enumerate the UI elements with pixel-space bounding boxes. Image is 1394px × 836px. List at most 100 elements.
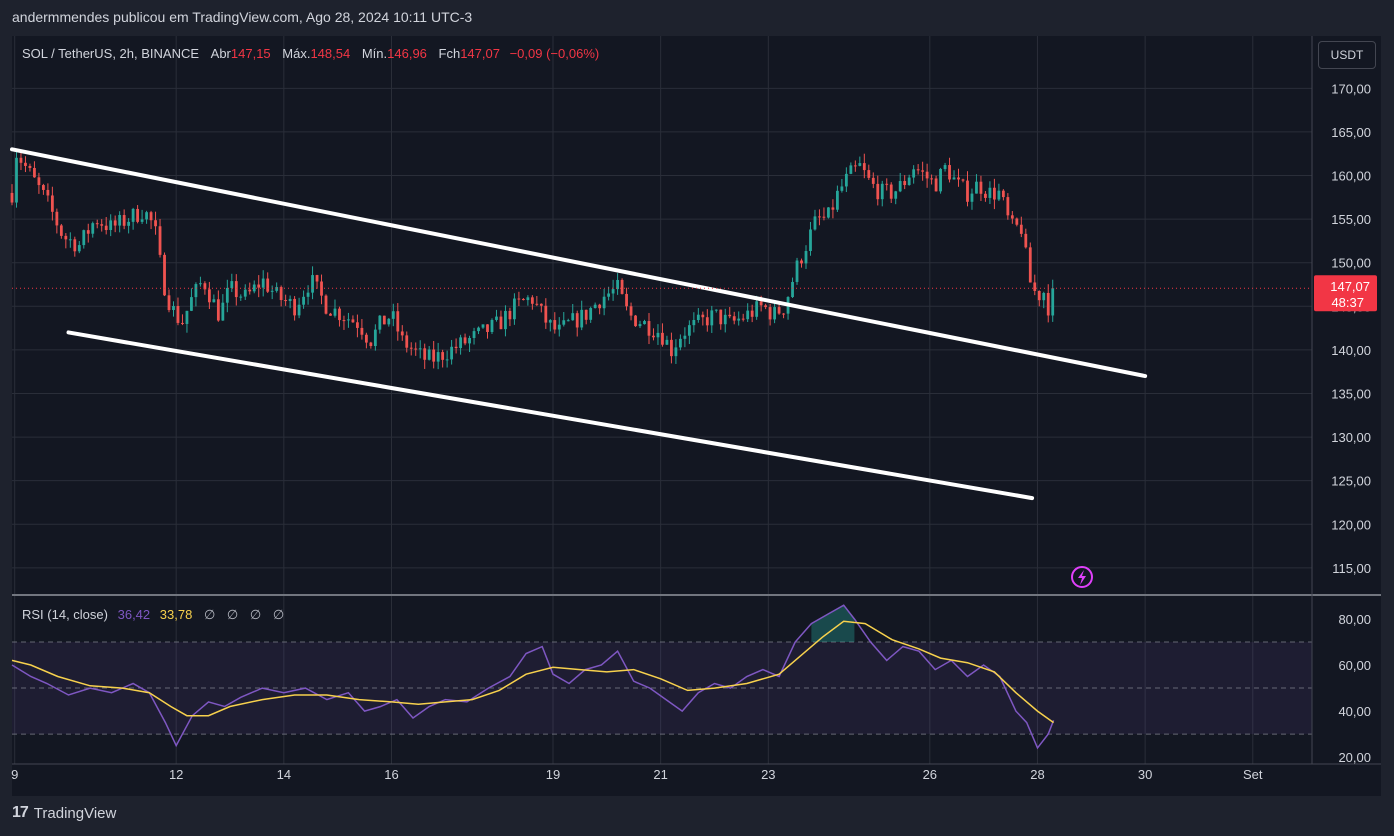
candle-body: [154, 220, 157, 227]
x-tick-label: Set: [1243, 767, 1263, 782]
candle-body: [1033, 282, 1037, 291]
tradingview-logo-icon: 17: [12, 804, 29, 821]
candle-body: [234, 281, 238, 298]
currency-button[interactable]: USDT: [1318, 41, 1376, 69]
rsi-tick-label: 40,00: [1338, 704, 1371, 719]
x-tick-label: 14: [277, 767, 291, 782]
candle-body: [50, 195, 54, 212]
x-tick-label: 9: [11, 767, 18, 782]
candle-body: [782, 313, 785, 315]
candle-body: [1037, 290, 1041, 301]
x-tick-label: 23: [761, 767, 775, 782]
candle-body: [1024, 233, 1028, 248]
price-badge-countdown: 48:37: [1331, 295, 1364, 310]
candle-body: [230, 281, 234, 289]
close-value: 147,07: [460, 46, 500, 61]
candle-body: [342, 320, 346, 322]
candle-body: [311, 275, 314, 293]
candle-body: [562, 320, 566, 325]
candle-body: [212, 299, 216, 303]
candle-body: [257, 284, 261, 288]
candle-body: [194, 284, 198, 298]
candle-body: [602, 296, 606, 309]
candle-body: [329, 313, 332, 316]
candle-body: [324, 295, 328, 314]
candle-body: [607, 293, 611, 297]
candle-body: [952, 177, 956, 180]
candle-body: [791, 281, 794, 298]
candle-body: [302, 296, 305, 305]
candle-body: [894, 191, 898, 199]
candle-body: [557, 324, 561, 330]
candle-body: [853, 165, 857, 167]
candle-body: [755, 301, 759, 317]
candle-body: [889, 184, 893, 199]
candle-body: [356, 322, 359, 328]
candle-body: [880, 183, 884, 200]
candle-body: [131, 208, 135, 222]
candle-body: [293, 298, 297, 316]
rsi-legend: RSI (14, close) 36,42 33,78 ∅ ∅ ∅ ∅: [22, 607, 284, 623]
candle-body: [33, 167, 36, 178]
candle-body: [59, 225, 63, 236]
rsi-ma-line: [11, 620, 1055, 724]
candle-body: [571, 313, 575, 321]
candle-body: [979, 181, 983, 194]
x-tick-label: 19: [546, 767, 560, 782]
candle-body: [575, 313, 579, 328]
high-label: Máx.: [282, 46, 311, 61]
candle-body: [275, 287, 279, 291]
candle-body: [1028, 247, 1032, 283]
candle-body: [539, 303, 543, 306]
rsi-overbought-fill: [811, 605, 855, 643]
candle-body: [207, 289, 211, 303]
high-value: 148,54: [310, 46, 351, 61]
footer-brand[interactable]: 17 TradingView: [12, 804, 116, 822]
candle-body: [665, 339, 669, 345]
candle-body: [961, 179, 965, 181]
candle-body: [481, 324, 485, 328]
candle-body: [167, 295, 171, 311]
candle-body: [441, 352, 445, 360]
candle-body: [678, 338, 682, 348]
price-badge: [1314, 275, 1377, 312]
candle-body: [719, 309, 723, 325]
candle-body: [176, 306, 180, 323]
candle-body: [297, 304, 301, 316]
chart-panel[interactable]: [12, 36, 1381, 796]
candle-body: [122, 215, 126, 226]
candle-body: [37, 177, 41, 186]
open-value: 147,15: [230, 46, 271, 61]
y-tick-label: 155,00: [1331, 212, 1371, 227]
candle-body: [158, 226, 162, 255]
x-tick-label: 12: [169, 767, 183, 782]
candle-body: [670, 339, 673, 357]
candle-body: [477, 327, 480, 332]
candle-body: [818, 216, 821, 218]
rsi-tick-label: 60,00: [1338, 658, 1371, 673]
candle-body: [499, 316, 503, 330]
candle-body: [136, 208, 140, 222]
price-badge-value: 147,07: [1330, 279, 1370, 294]
candle-body: [459, 337, 462, 349]
candle-body: [347, 319, 350, 321]
candle-body: [338, 308, 341, 321]
candle-body: [1051, 288, 1055, 316]
candle-body: [418, 348, 422, 350]
candle-body: [831, 207, 835, 210]
x-tick-label: 16: [384, 767, 398, 782]
candle-body: [687, 325, 691, 336]
candle-body: [382, 315, 386, 325]
candle-body: [548, 320, 552, 323]
candle-body: [813, 216, 817, 230]
candle-body: [984, 193, 987, 198]
candle-body: [584, 309, 588, 320]
x-tick-label: 21: [653, 767, 667, 782]
candle-body: [638, 324, 642, 327]
candle-body: [921, 170, 925, 172]
candle-body: [809, 229, 812, 252]
candle-body: [513, 298, 516, 320]
candle-body: [849, 165, 853, 174]
candle-body: [701, 314, 705, 318]
